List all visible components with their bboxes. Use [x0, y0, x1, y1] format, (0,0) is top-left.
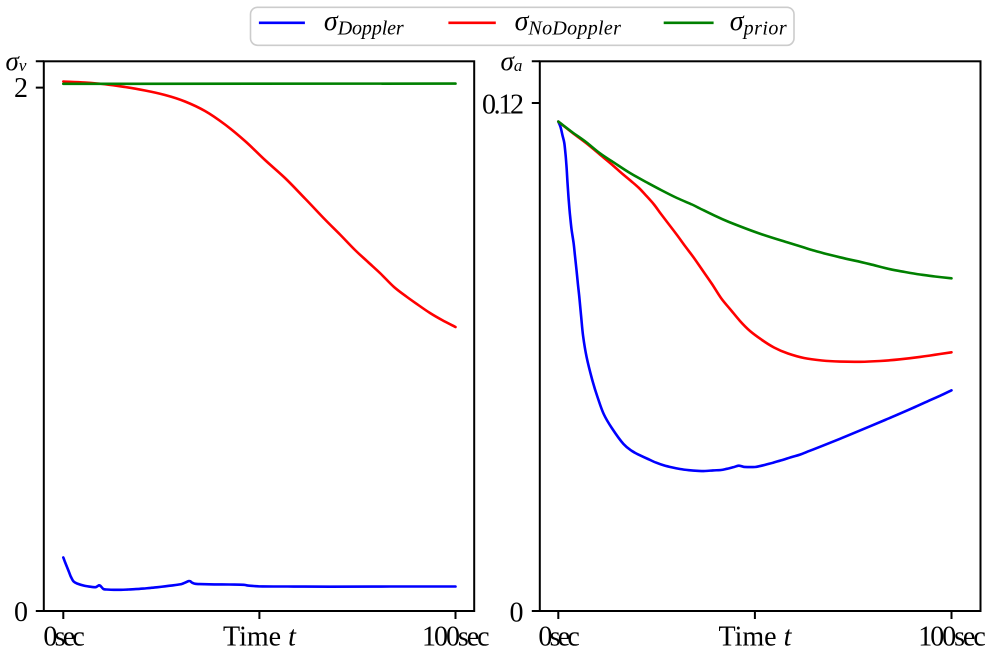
svg-text:0.12: 0.12 [482, 90, 524, 121]
svg-text:0sec: 0sec [538, 622, 580, 651]
svg-text:2: 2 [14, 73, 28, 104]
svg-text:0sec: 0sec [43, 622, 85, 651]
svg-text:Time t: Time t [718, 622, 792, 651]
svg-text:100sec: 100sec [918, 622, 986, 651]
svg-text:0: 0 [14, 597, 28, 628]
svg-text:100sec: 100sec [422, 622, 490, 651]
svg-text:0: 0 [510, 597, 524, 628]
svg-text:Time t: Time t [223, 622, 297, 651]
